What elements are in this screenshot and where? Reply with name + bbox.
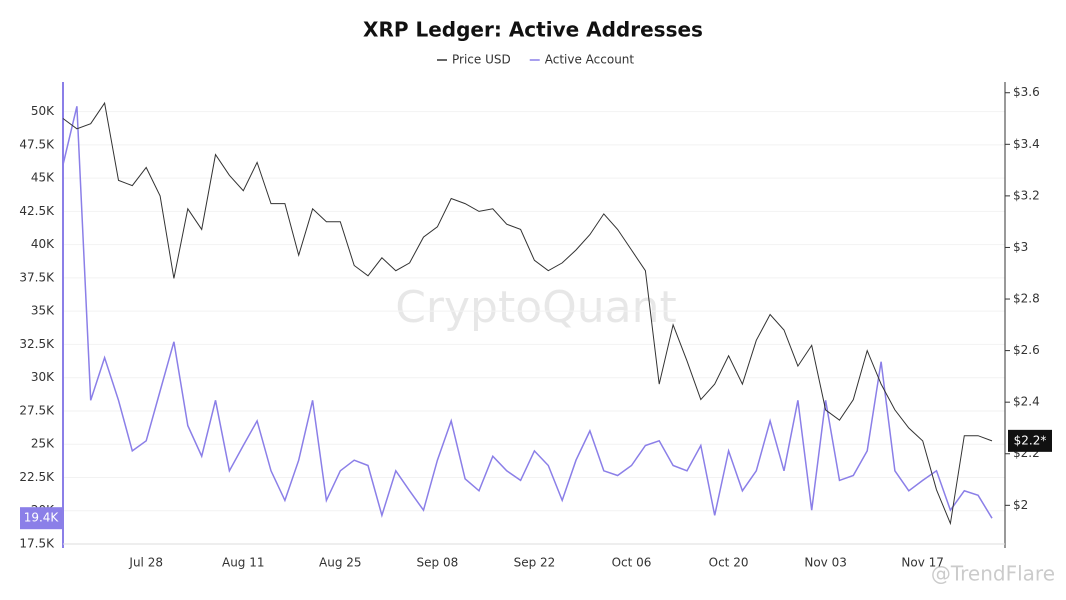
x-tick-label: Nov 17 (901, 556, 944, 570)
watermark: CryptoQuant (395, 282, 677, 333)
y2-tick-label: $2.4 (1013, 395, 1040, 409)
y-tick-label: 30K (31, 370, 55, 384)
credit: @TrendFlare (931, 562, 1055, 586)
x-tick-label: Sep 22 (514, 556, 556, 570)
y-tick-label: 22.5K (19, 470, 55, 484)
y-tick-label: 35K (31, 304, 55, 318)
active-badge (20, 507, 63, 530)
active-badge-label: 19.4K (24, 511, 60, 525)
y-tick-label: 32.5K (19, 337, 55, 351)
x-tick-label: Oct 06 (612, 556, 652, 570)
y2-tick-label: $2.6 (1013, 343, 1040, 357)
series-line (62, 101, 993, 526)
x-tick-label: Aug 11 (222, 556, 265, 570)
y-tick-label: 42.5K (19, 204, 55, 218)
y2-tick-label: $3.4 (1013, 137, 1040, 151)
x-tick-label: Sep 08 (417, 556, 459, 570)
y2-tick-label: $3.2 (1013, 188, 1040, 202)
x-tick-label: Oct 20 (709, 556, 749, 570)
y-tick-label: 45K (31, 171, 55, 185)
y-tick-label: 47.5K (19, 137, 55, 151)
y-tick-label: 40K (31, 237, 55, 251)
y2-tick-label: $3 (1013, 240, 1028, 254)
x-tick-label: Jul 28 (128, 556, 163, 570)
price-badge-label: $2.2* (1014, 433, 1047, 447)
y2-tick-label: $2.8 (1013, 292, 1040, 306)
y-tick-label: 37.5K (19, 270, 55, 284)
price-badge (1008, 429, 1052, 452)
y-tick-label: 17.5K (19, 537, 55, 551)
y2-tick-label: $2 (1013, 498, 1028, 512)
y-tick-label: 27.5K (19, 403, 55, 417)
y-tick-label: 25K (31, 437, 55, 451)
legend-label: Active Account (545, 53, 635, 67)
x-tick-label: Nov 03 (804, 556, 847, 570)
x-tick-label: Aug 25 (319, 556, 362, 570)
y2-tick-label: $3.6 (1013, 85, 1040, 99)
legend-label: Price USD (452, 53, 511, 67)
chart-title: XRP Ledger: Active Addresses (363, 18, 703, 42)
series-line (62, 106, 993, 519)
y-tick-label: 50K (31, 104, 55, 118)
